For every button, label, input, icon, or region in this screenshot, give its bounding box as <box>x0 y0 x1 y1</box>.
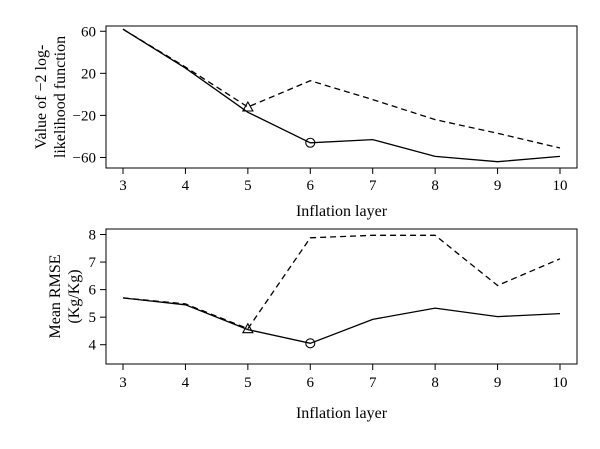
rmse-series-dashed <box>122 234 561 330</box>
likelihood-triangle-marker <box>241 100 254 112</box>
likelihood-x-tick-label: 9 <box>494 178 502 194</box>
likelihood-x-tick-label: 10 <box>553 178 568 194</box>
rmse-y-tick-label: 7 <box>89 255 97 271</box>
likelihood-series-solid <box>122 28 561 163</box>
likelihood-y-tick-label: 20 <box>81 66 96 82</box>
likelihood-y-axis-label-line: likelihood function <box>52 36 69 158</box>
rmse-x-tick-label: 9 <box>494 375 502 391</box>
likelihood-x-tick-label: 7 <box>369 178 377 194</box>
rmse-y-axis-label-line: (Kg/Kg) <box>66 269 83 323</box>
rmse-x-tick-label: 5 <box>244 375 252 391</box>
rmse-y-tick-label: 8 <box>89 228 97 244</box>
likelihood-x-tick-label: 3 <box>119 178 127 194</box>
rmse-series-solid <box>122 297 561 344</box>
rmse-x-tick-label: 3 <box>119 375 127 391</box>
rmse-y-axis-label: Mean RMSE (Kg/Kg) <box>47 255 83 339</box>
likelihood-x-tick-label: 4 <box>182 178 190 194</box>
rmse-circle-marker <box>305 338 316 349</box>
likelihood-x-axis-label: Inflation layer <box>296 203 388 220</box>
likelihood-plot-frame <box>105 25 578 169</box>
likelihood-x-tick-label: 5 <box>244 178 252 194</box>
rmse-y-tick-label: 4 <box>89 338 97 354</box>
likelihood-y-tick-label: −20 <box>73 108 96 124</box>
likelihood-y-axis-label-line: Value of −2 log- <box>33 45 50 150</box>
likelihood-x-tick-label: 6 <box>307 178 315 194</box>
rmse-panel: 3 4 5 6 7 8 9 10 8 7 6 5 4 Inflation layer Mean RMSE (K… <box>47 228 578 422</box>
likelihood-y-tick-label: −60 <box>73 150 96 166</box>
rmse-y-tick-label: 5 <box>89 310 97 326</box>
rmse-x-axis-label: Inflation layer <box>296 405 388 422</box>
rmse-x-tick-label: 6 <box>307 375 315 391</box>
rmse-x-tick-label: 10 <box>553 375 568 391</box>
rmse-y-axis-label-line: Mean RMSE <box>47 255 64 339</box>
likelihood-panel: 3 4 5 6 7 8 9 10 60 20 −20 −60 Inflation layer Value … <box>33 24 578 220</box>
likelihood-y-tick-label: 60 <box>81 24 96 40</box>
rmse-x-tick-label: 7 <box>369 375 377 391</box>
rmse-x-tick-label: 8 <box>431 375 439 391</box>
rmse-y-tick-label: 6 <box>89 283 97 299</box>
rmse-triangle-marker <box>241 322 254 334</box>
likelihood-series-dashed <box>122 28 561 149</box>
likelihood-circle-marker <box>305 137 316 148</box>
rmse-plot-frame <box>105 228 578 365</box>
likelihood-y-axis-label: Value of −2 log-likelihood function <box>33 36 69 158</box>
rmse-x-tick-label: 4 <box>182 375 190 391</box>
likelihood-x-tick-label: 8 <box>431 178 439 194</box>
